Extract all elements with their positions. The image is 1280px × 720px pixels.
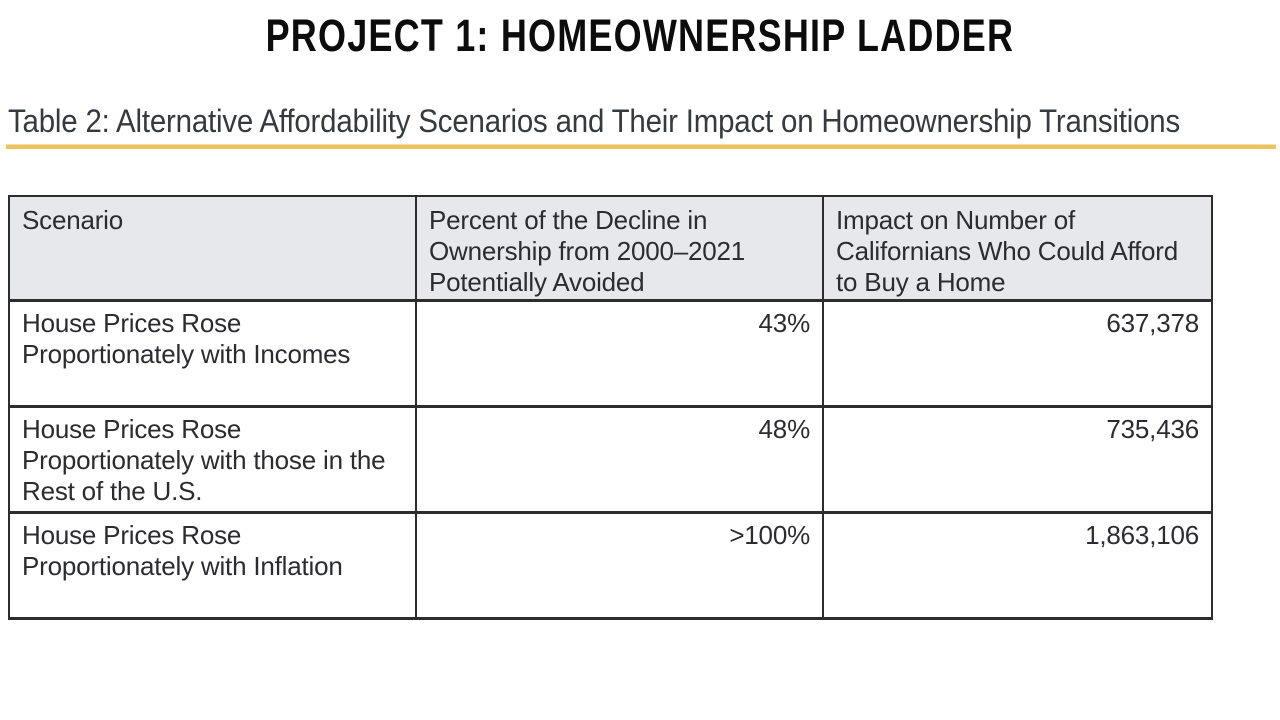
header-row: Scenario Percent of the Decline in Owner… (8, 195, 1213, 302)
table-row: House Prices Rose Proportionately with I… (8, 511, 1213, 620)
column-header-scenario: Scenario (8, 195, 417, 302)
caption-underline-rule (6, 144, 1276, 149)
table-header: Scenario Percent of the Decline in Owner… (8, 195, 1213, 302)
scenario-cell: House Prices Rose Proportionately with t… (8, 405, 417, 514)
percent-cell: 43% (415, 299, 824, 408)
impact-cell: 735,436 (822, 405, 1213, 514)
impact-cell: 1,863,106 (822, 511, 1213, 620)
column-header-impact-on-californians: Impact on Number of Californians Who Cou… (822, 195, 1213, 302)
table-body: House Prices Rose Proportionately with I… (8, 299, 1213, 620)
percent-cell: 48% (415, 405, 824, 514)
affordability-scenarios-table: Scenario Percent of the Decline in Owner… (8, 195, 1213, 620)
table-caption: Table 2: Alternative Affordability Scena… (8, 103, 1181, 139)
column-header-percent-decline-avoided: Percent of the Decline in Ownership from… (415, 195, 824, 302)
table-row: House Prices Rose Proportionately with I… (8, 299, 1213, 408)
scenario-cell: House Prices Rose Proportionately with I… (8, 511, 417, 620)
scenario-cell: House Prices Rose Proportionately with I… (8, 299, 417, 408)
impact-cell: 637,378 (822, 299, 1213, 408)
page-title: PROJECT 1: HOMEOWNERSHIP LADDER (265, 10, 1015, 61)
table-row: House Prices Rose Proportionately with t… (8, 405, 1213, 514)
page-title-container: PROJECT 1: HOMEOWNERSHIP LADDER (0, 10, 1280, 62)
percent-cell: >100% (415, 511, 824, 620)
